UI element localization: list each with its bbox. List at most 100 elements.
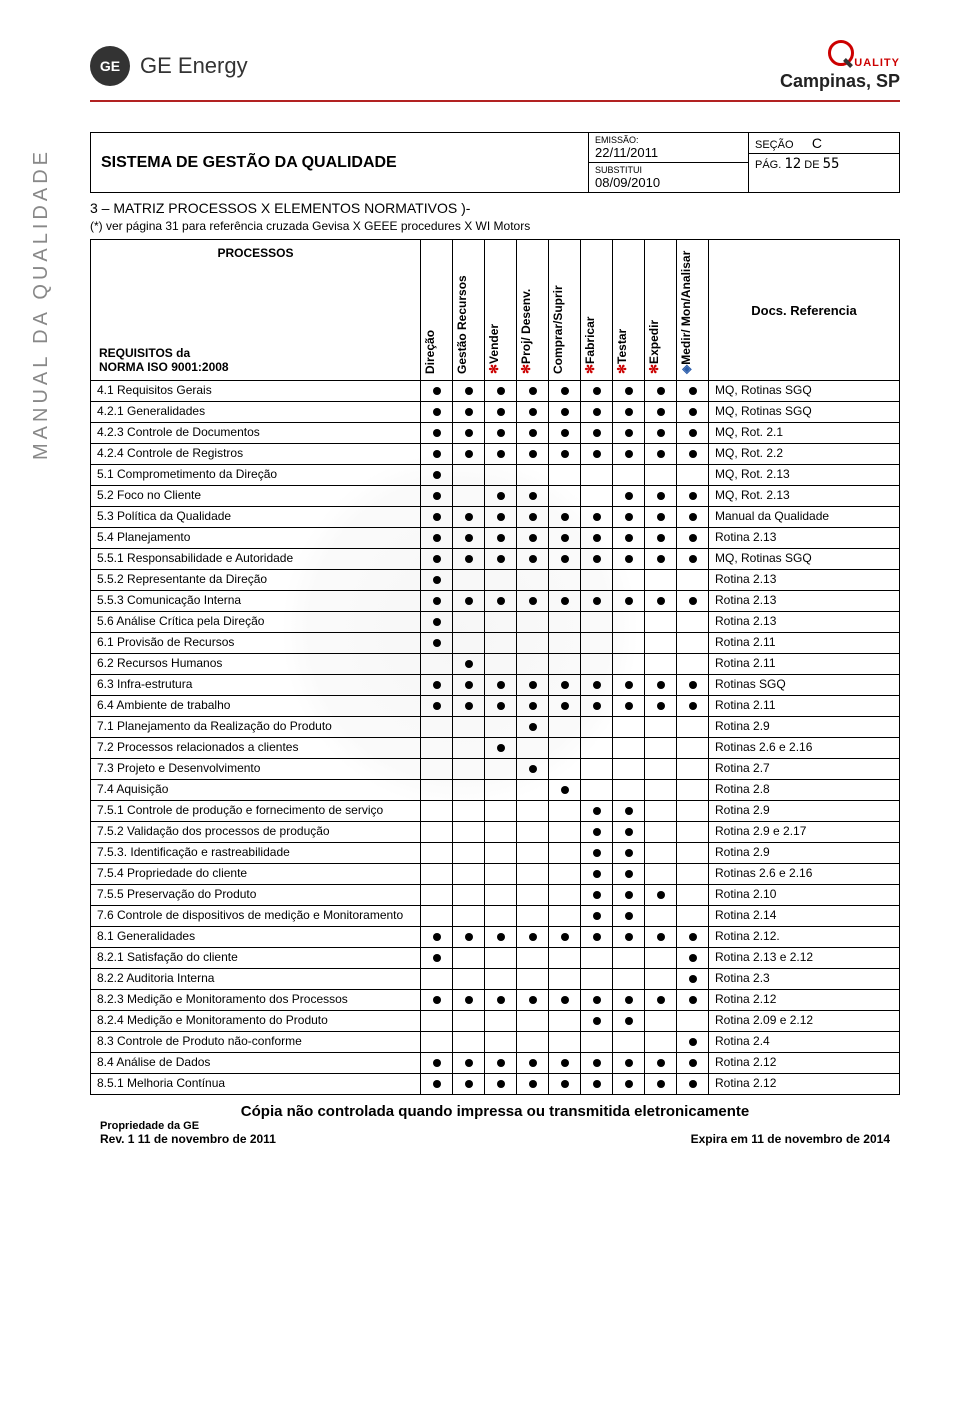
matrix-dot-cell — [645, 549, 677, 569]
reference-cell: MQ, Rot. 2.13 — [709, 486, 899, 506]
matrix-dot-cell — [485, 948, 517, 968]
matrix-dot-cell — [549, 885, 581, 905]
brand-right: UALITY Campinas, SP — [780, 40, 900, 92]
table-row: 7.5.3. Identificação e rastreabilidadeRo… — [91, 842, 899, 863]
filled-dot-icon — [561, 387, 569, 395]
filled-dot-icon — [433, 954, 441, 962]
matrix-dot-cell — [613, 717, 645, 737]
requirement-cell: 7.5.4 Propriedade do cliente — [91, 864, 421, 884]
matrix-dot-cell — [421, 381, 453, 401]
matrix-dot-cell — [485, 990, 517, 1010]
matrix-dot-cell — [549, 549, 581, 569]
filled-dot-icon — [433, 534, 441, 542]
substitui-value: 08/09/2010 — [595, 175, 742, 190]
filled-dot-icon — [433, 450, 441, 458]
filled-dot-icon — [689, 513, 697, 521]
reference-cell: Rotina 2.8 — [709, 780, 899, 800]
filled-dot-icon — [625, 1080, 633, 1088]
filled-dot-icon — [689, 1080, 697, 1088]
matrix-dot-cell — [549, 843, 581, 863]
matrix-dot-cell — [453, 486, 485, 506]
matrix-dot-cell — [453, 381, 485, 401]
matrix-dot-cell — [517, 381, 549, 401]
filled-dot-icon — [433, 1080, 441, 1088]
matrix-dot-cell — [453, 633, 485, 653]
matrix-dot-cell — [549, 927, 581, 947]
filled-dot-icon — [689, 933, 697, 941]
filled-dot-icon — [465, 513, 473, 521]
matrix-dot-cell — [485, 969, 517, 989]
section-note: (*) ver página 31 para referência cruzad… — [90, 219, 900, 239]
filled-dot-icon — [433, 576, 441, 584]
matrix-body: 4.1 Requisitos GeraisMQ, Rotinas SGQ4.2.… — [90, 380, 900, 1095]
requirement-cell: 8.2.4 Medição e Monitoramento do Produto — [91, 1011, 421, 1031]
filled-dot-icon — [497, 933, 505, 941]
table-row: 7.4 AquisiçãoRotina 2.8 — [91, 779, 899, 800]
filled-dot-icon — [625, 429, 633, 437]
matrix-dot-cell — [549, 528, 581, 548]
matrix-dot-cell — [549, 570, 581, 590]
pag-de: DE — [804, 159, 819, 171]
reference-cell: MQ, Rot. 2.13 — [709, 465, 899, 485]
matrix-dot-cell — [549, 444, 581, 464]
matrix-dot-cell — [421, 717, 453, 737]
matrix-dot-cell — [613, 528, 645, 548]
table-row: 6.2 Recursos HumanosRotina 2.11 — [91, 653, 899, 674]
filled-dot-icon — [497, 513, 505, 521]
matrix-dot-cell — [517, 822, 549, 842]
matrix-dot-cell — [613, 864, 645, 884]
matrix-dot-cell — [549, 780, 581, 800]
filled-dot-icon — [593, 828, 601, 836]
requirement-cell: 5.1 Comprometimento da Direção — [91, 465, 421, 485]
matrix-dot-cell — [549, 486, 581, 506]
matrix-dot-cell — [485, 591, 517, 611]
filled-dot-icon — [433, 597, 441, 605]
matrix-dot-cell — [549, 738, 581, 758]
matrix-column-headers: DireçãoGestão Recursos✻Vender✻Proj/ Dese… — [421, 240, 709, 380]
matrix-dot-cell — [485, 402, 517, 422]
filled-dot-icon — [657, 702, 665, 710]
matrix-dot-cell — [549, 990, 581, 1010]
filled-dot-icon — [657, 996, 665, 1004]
matrix-dot-cell — [613, 738, 645, 758]
matrix-col-header: Direção — [421, 240, 453, 380]
matrix-dot-cell — [645, 465, 677, 485]
matrix-dot-cell — [549, 465, 581, 485]
matrix-dot-cell — [549, 1011, 581, 1031]
filled-dot-icon — [593, 912, 601, 920]
quality-text: UALITY — [854, 57, 900, 69]
filled-dot-icon — [657, 408, 665, 416]
matrix-dot-cell — [517, 696, 549, 716]
matrix-dot-cell — [581, 801, 613, 821]
matrix-dot-cell — [645, 1011, 677, 1031]
filled-dot-icon — [465, 597, 473, 605]
filled-dot-icon — [561, 429, 569, 437]
table-row: 7.5.5 Preservação do ProdutoRotina 2.10 — [91, 884, 899, 905]
filled-dot-icon — [465, 1080, 473, 1088]
matrix-col-header: ✻Vender — [485, 240, 517, 380]
matrix-dot-cell — [549, 507, 581, 527]
matrix-dot-cell — [485, 759, 517, 779]
filled-dot-icon — [689, 681, 697, 689]
matrix-dot-cell — [581, 423, 613, 443]
filled-dot-icon — [625, 870, 633, 878]
matrix-dot-cell — [581, 675, 613, 695]
doc-dates: EMISSÃO: 22/11/2011 SUBSTITUI 08/09/2010 — [589, 133, 749, 192]
matrix-dot-cell — [613, 1053, 645, 1073]
filled-dot-icon — [657, 387, 665, 395]
matrix-dot-cell — [453, 444, 485, 464]
filled-dot-icon — [689, 954, 697, 962]
filled-dot-icon — [625, 513, 633, 521]
matrix-dot-cell — [645, 1053, 677, 1073]
table-row: 5.3 Política da QualidadeManual da Quali… — [91, 506, 899, 527]
matrix-col-header: ✻Proj/ Desenv. — [517, 240, 549, 380]
matrix-dot-cell — [613, 906, 645, 926]
table-row: 7.3 Projeto e DesenvolvimentoRotina 2.7 — [91, 758, 899, 779]
matrix-dot-cell — [581, 402, 613, 422]
matrix-dot-cell — [421, 780, 453, 800]
matrix-dot-cell — [581, 1053, 613, 1073]
requirement-cell: 8.2.3 Medição e Monitoramento dos Proces… — [91, 990, 421, 1010]
filled-dot-icon — [657, 933, 665, 941]
matrix-dot-cell — [421, 1011, 453, 1031]
section-title: 3 – MATRIZ PROCESSOS X ELEMENTOS NORMATI… — [90, 197, 900, 219]
